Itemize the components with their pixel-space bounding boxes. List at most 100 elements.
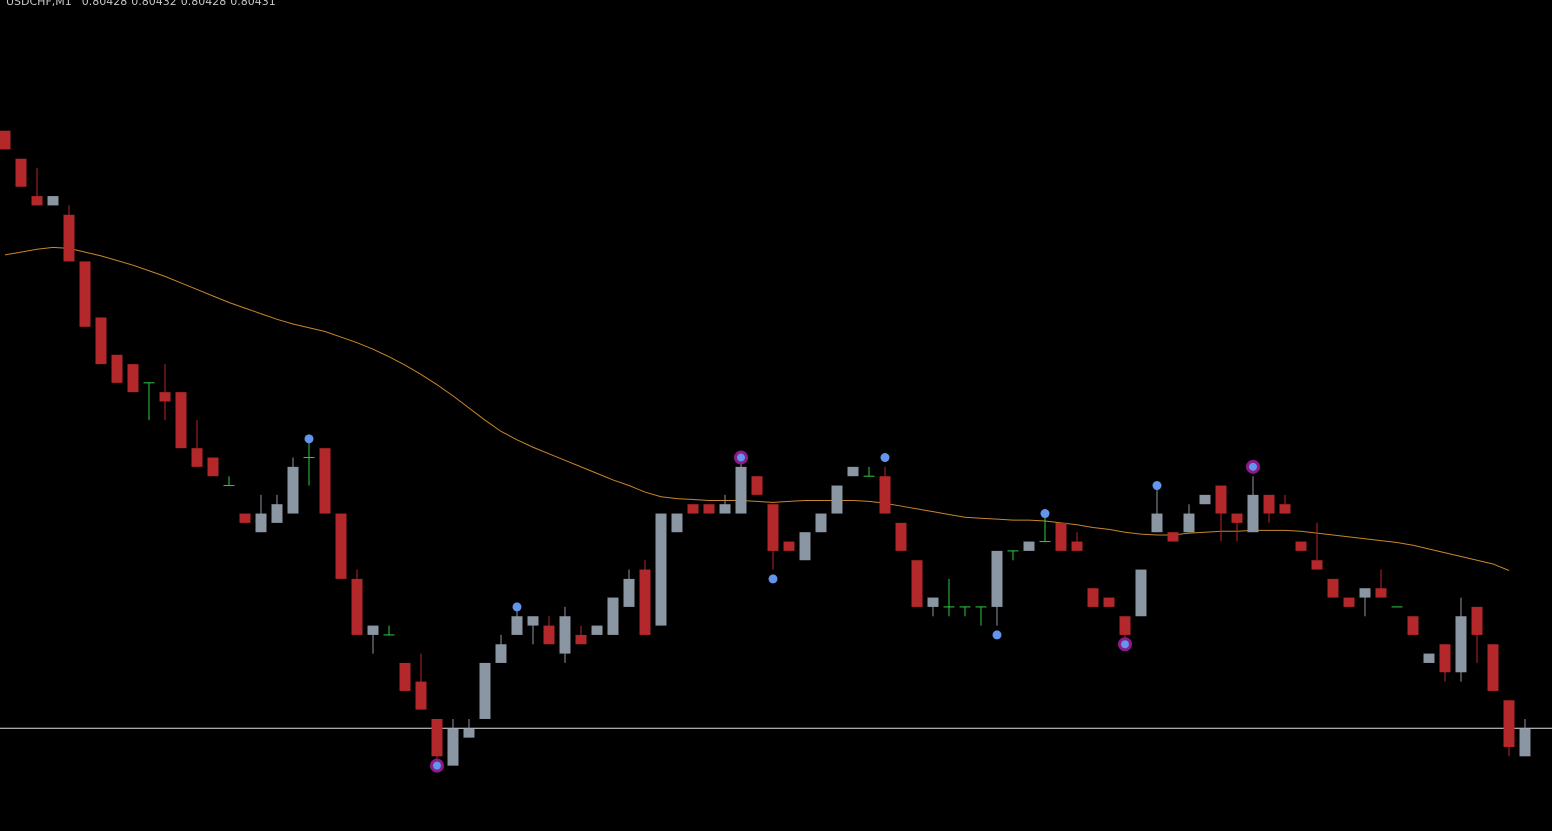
candle-body	[79, 261, 91, 327]
candle-body	[527, 616, 539, 626]
candle-body	[63, 214, 75, 262]
candle-body	[495, 644, 507, 663]
candle-body	[943, 606, 955, 608]
signal-dot	[992, 630, 1002, 640]
candle-body	[1119, 616, 1131, 635]
candle-body	[687, 504, 699, 514]
candle-body	[255, 513, 267, 533]
candle-body	[1327, 578, 1339, 598]
signal-ring	[1246, 459, 1260, 474]
candle-body	[239, 513, 251, 523]
candle-body	[911, 560, 923, 607]
close-value: 0.80431	[230, 0, 276, 8]
candle-body	[927, 597, 939, 607]
candle-body	[1471, 606, 1483, 635]
candle-body	[719, 504, 731, 514]
candle-body	[31, 196, 43, 206]
candle-body	[1023, 541, 1035, 551]
candle-body	[1263, 494, 1275, 514]
candle-body	[15, 158, 27, 187]
candle-body	[1391, 606, 1403, 608]
candle-body	[639, 569, 651, 635]
signal-ring	[1118, 637, 1132, 652]
candle-body	[847, 466, 859, 477]
open-value: 0.80428	[82, 0, 128, 8]
candle-body	[1183, 513, 1195, 533]
candle-body	[1279, 504, 1291, 514]
candle-body	[1151, 513, 1163, 533]
low-value: 0.80428	[181, 0, 227, 8]
candle-body	[303, 457, 315, 459]
candle-body	[655, 513, 667, 626]
candle-body	[159, 392, 171, 402]
high-value: 0.80432	[131, 0, 177, 8]
candle-body	[1167, 532, 1179, 542]
candle-body	[1295, 541, 1307, 551]
candle-body	[735, 466, 747, 514]
candle-body	[223, 485, 235, 487]
candle-body	[1055, 522, 1067, 551]
candle-body	[559, 616, 571, 654]
candle-body	[1247, 494, 1259, 533]
candle-body	[975, 606, 987, 608]
signal-dot	[1040, 509, 1050, 519]
candle-body	[415, 681, 427, 710]
candle-body	[895, 522, 907, 551]
candle-body	[671, 513, 683, 533]
candle-body	[207, 457, 219, 477]
candle-body	[1103, 597, 1115, 607]
candle-body	[863, 475, 875, 477]
signal-dot	[880, 453, 890, 463]
candle-body	[1007, 550, 1019, 552]
candle-body	[191, 448, 203, 467]
signal-dot	[304, 434, 314, 444]
candle-body	[95, 317, 107, 365]
signal-dot	[768, 574, 778, 584]
candle-body	[591, 625, 603, 635]
candle-body	[319, 448, 331, 514]
candle-body	[1359, 588, 1371, 598]
candle-body	[623, 578, 635, 607]
candle-body	[543, 625, 555, 645]
candle-body	[1423, 653, 1435, 663]
candle-body	[143, 382, 155, 384]
signal-dot	[512, 602, 522, 612]
signal-ring	[430, 758, 444, 773]
candle-body	[351, 578, 363, 635]
signal-ring	[734, 450, 748, 465]
candle-body	[959, 606, 971, 608]
chart-header: USDCHF,M1 0.80428 0.80432 0.80428 0.80431	[6, 0, 276, 8]
candle-body	[463, 728, 475, 738]
candle-body	[383, 634, 395, 636]
candle-body	[751, 476, 763, 495]
candle-body	[1199, 494, 1211, 505]
candle-body	[447, 728, 459, 766]
candle-body	[335, 513, 347, 579]
candle-body	[767, 504, 779, 551]
symbol: USDCHF,M1	[6, 0, 72, 8]
candle-body	[399, 662, 411, 691]
candle-body	[1343, 597, 1355, 607]
candle-body	[575, 634, 587, 645]
candle-body	[1135, 569, 1147, 617]
candle-body	[799, 532, 811, 561]
candle-body	[367, 625, 379, 635]
candle-body	[607, 597, 619, 635]
candle-body	[111, 354, 123, 383]
candle-body	[271, 504, 283, 523]
candle-body	[127, 364, 139, 393]
candle-body	[1039, 541, 1051, 543]
candle-body	[1503, 700, 1515, 747]
candle-body	[831, 485, 843, 514]
candle-body	[1439, 644, 1451, 673]
candle-body	[0, 130, 11, 150]
candle-body	[879, 476, 891, 514]
candle-body	[1071, 541, 1083, 551]
candle-body	[1519, 728, 1531, 757]
candle-body	[815, 513, 827, 533]
candle-body	[1375, 588, 1387, 598]
candle-body	[1487, 644, 1499, 691]
